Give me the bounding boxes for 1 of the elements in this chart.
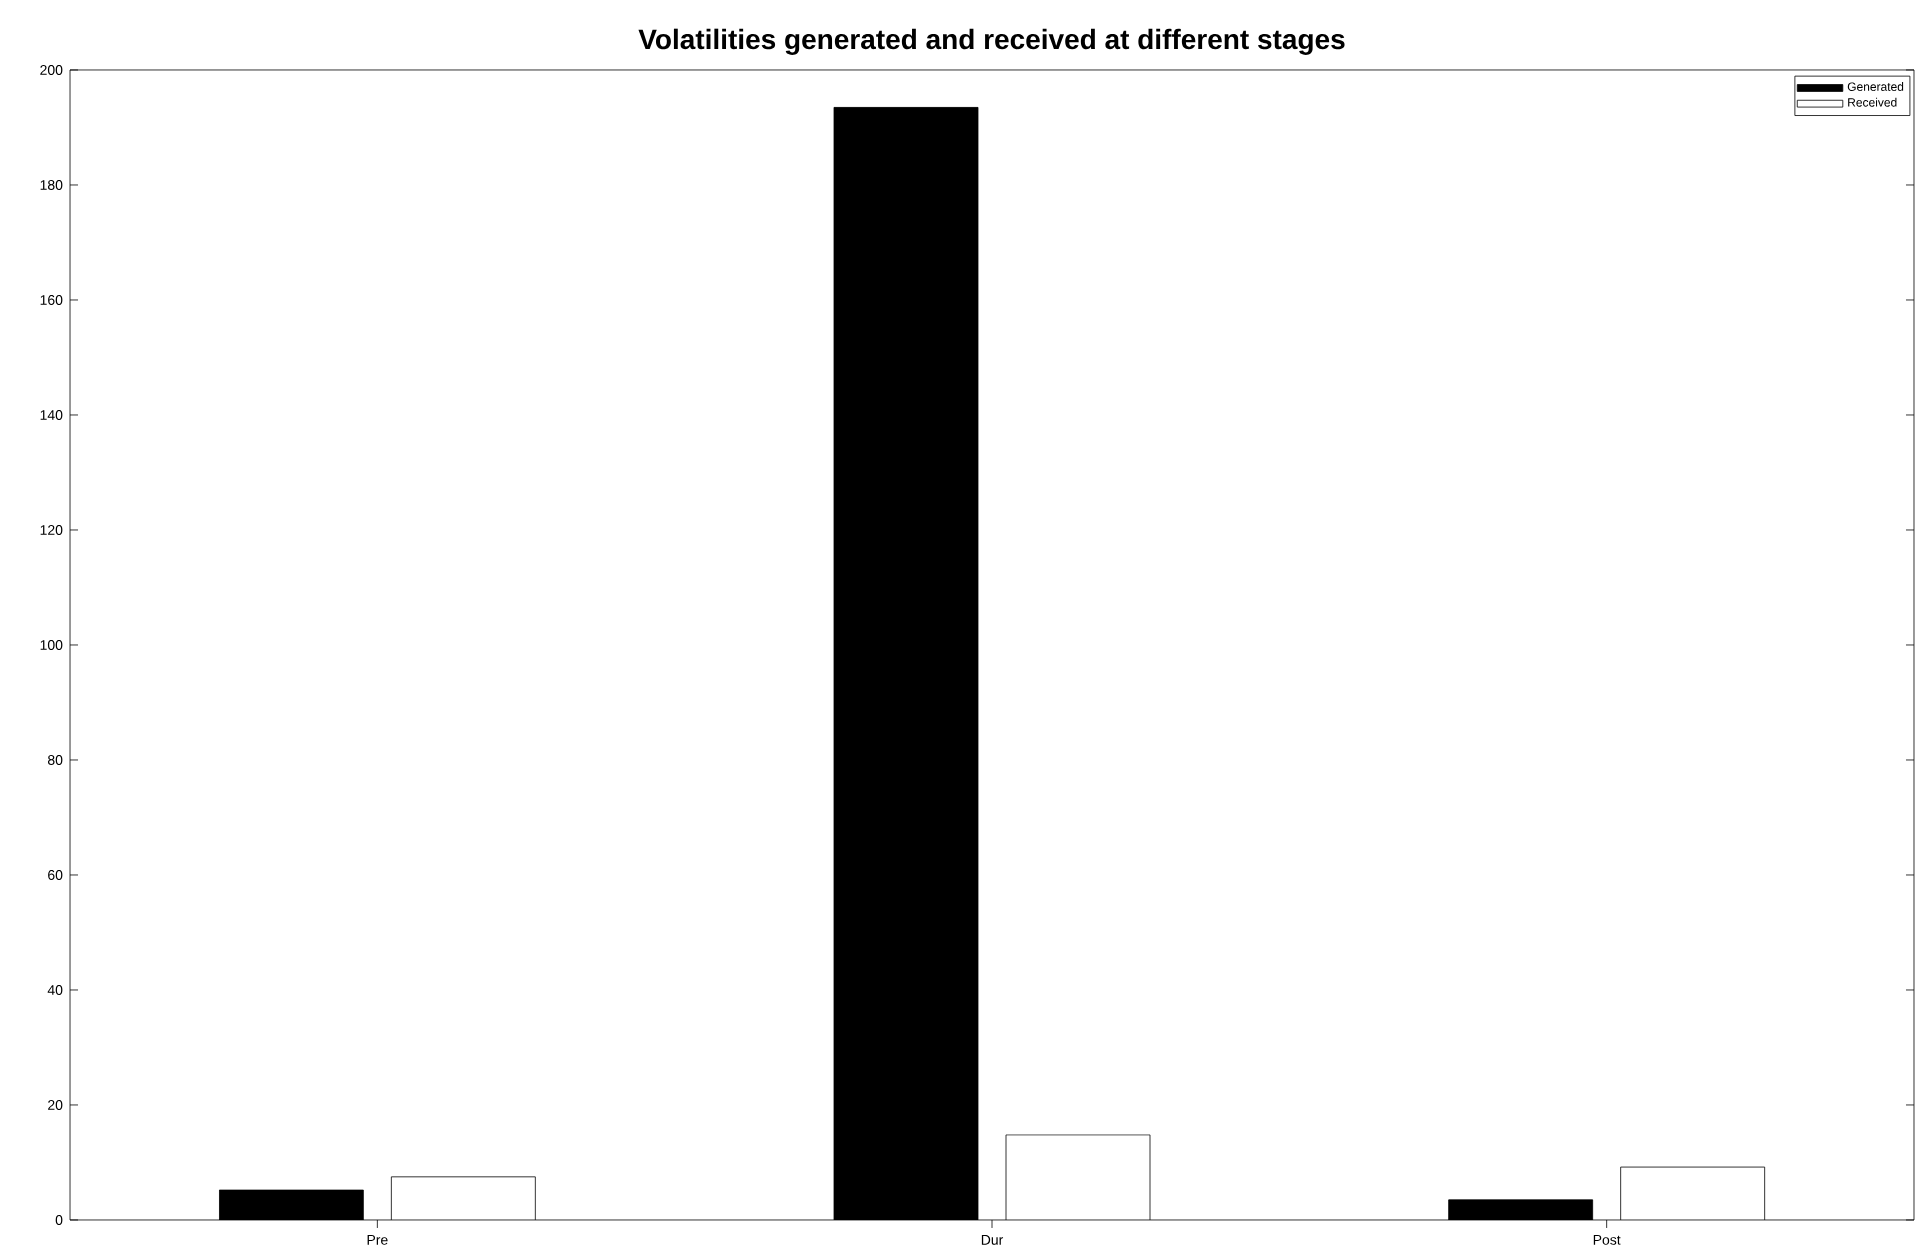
chart-title: Volatilities generated and received at different stages (638, 28, 1345, 55)
